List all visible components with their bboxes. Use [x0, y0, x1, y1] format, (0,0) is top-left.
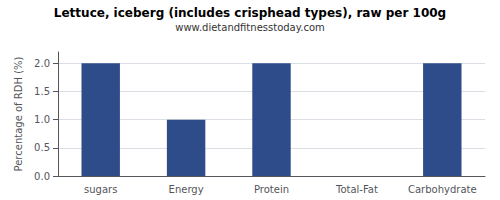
svg-text:Energy: Energy — [169, 184, 204, 195]
svg-text:1.5: 1.5 — [34, 86, 50, 97]
svg-text:sugars: sugars — [84, 184, 117, 195]
svg-text:Carbohydrate: Carbohydrate — [408, 184, 477, 195]
svg-text:2.0: 2.0 — [34, 58, 50, 69]
svg-text:www.dietandfitnesstoday.com: www.dietandfitnesstoday.com — [175, 22, 324, 33]
svg-text:Lettuce, iceberg (includes cri: Lettuce, iceberg (includes crisphead typ… — [54, 6, 446, 20]
svg-text:0.0: 0.0 — [34, 171, 50, 182]
svg-text:0.5: 0.5 — [34, 142, 50, 153]
svg-text:Percentage of RDH (%): Percentage of RDH (%) — [13, 56, 24, 171]
svg-text:1.0: 1.0 — [34, 114, 50, 125]
svg-text:Protein: Protein — [254, 184, 289, 195]
svg-text:Total-Fat: Total-Fat — [335, 184, 378, 195]
